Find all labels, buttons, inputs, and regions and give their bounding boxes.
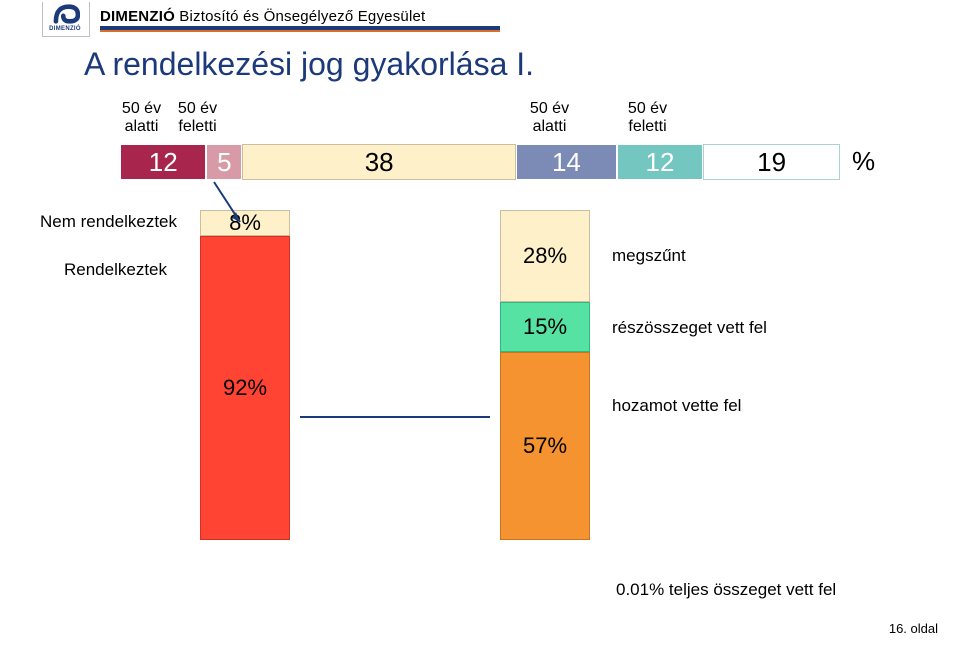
connector-line xyxy=(300,416,490,418)
column-block-label: hozamot vette fel xyxy=(612,396,741,416)
pointer-arrow-icon xyxy=(0,0,960,648)
column-block-label: Nem rendelkeztek xyxy=(40,212,177,232)
footnote-text: 0.01% teljes összeget vett fel xyxy=(616,580,836,600)
column-block-label: Rendelkeztek xyxy=(64,260,167,280)
page-number: 16. oldal xyxy=(889,621,938,636)
column-block-label: részösszeget vett fel xyxy=(612,318,767,338)
column-block-label: megszűnt xyxy=(612,246,686,266)
